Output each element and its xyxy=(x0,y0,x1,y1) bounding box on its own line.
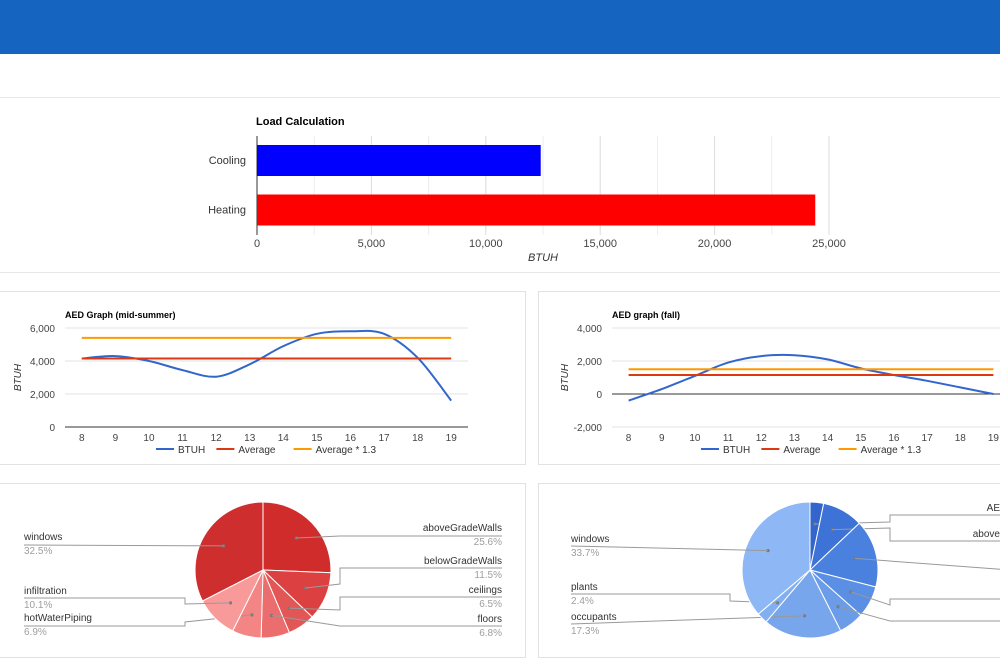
legend-label: Average xyxy=(783,445,821,456)
bar-heating xyxy=(257,194,816,226)
x-tick-label: 9 xyxy=(659,433,665,444)
slice-percent: 2.4% xyxy=(571,596,594,607)
slice-percent: 10.1% xyxy=(24,600,52,611)
slice-label: windows xyxy=(570,534,609,545)
x-tick-label: 13 xyxy=(789,433,801,444)
leader-line xyxy=(854,557,1000,570)
x-tick-label: 16 xyxy=(888,433,900,444)
slice-percent: 33.7% xyxy=(571,548,599,559)
slice-percent: 6.9% xyxy=(24,627,47,638)
x-tick-label: 19 xyxy=(988,433,1000,444)
leader-line xyxy=(296,535,502,539)
y-tick-label: 2,000 xyxy=(30,390,55,401)
legend-label: Average xyxy=(238,445,276,456)
app-header-bar xyxy=(0,0,1000,54)
slice-percent: 6.8% xyxy=(479,628,502,639)
chart-title: Load Calculation xyxy=(256,116,345,128)
y-tick-label: -2,000 xyxy=(574,423,603,434)
legend-label: Average * 1.3 xyxy=(861,445,922,456)
x-tick-label: 17 xyxy=(922,433,934,444)
slice-label: plants xyxy=(571,582,598,593)
slice-label: aboveGradeWalls xyxy=(423,523,502,534)
y-tick-label: 4,000 xyxy=(30,357,55,368)
y-tick-label: 4,000 xyxy=(577,324,602,335)
x-tick-label: 0 xyxy=(254,238,260,250)
y-tick-label: 2,000 xyxy=(577,357,602,368)
y-tick-label: 0 xyxy=(596,390,602,401)
divider xyxy=(0,97,1000,98)
x-tick-label: 12 xyxy=(756,433,768,444)
x-tick-label: 10 xyxy=(143,433,155,444)
bar-cooling xyxy=(257,145,541,176)
pie-slice-unlabeled xyxy=(809,522,879,588)
x-tick-label: 10,000 xyxy=(469,238,503,250)
leader-line xyxy=(23,544,224,547)
leader-line xyxy=(271,614,502,627)
legend-label: BTUH xyxy=(178,445,205,456)
pie-slice-occupants xyxy=(765,569,842,639)
y-axis-title: BTUH xyxy=(13,363,24,391)
chart-title: AED Graph (mid-summer) xyxy=(65,310,176,320)
x-tick-label: 5,000 xyxy=(358,238,386,250)
pie-slice-windows xyxy=(741,501,811,615)
x-tick-label: 8 xyxy=(79,433,85,444)
category-label: Cooling xyxy=(209,155,246,167)
slice-label: ceilings xyxy=(469,585,502,596)
chart-title: AED graph (fall) xyxy=(612,310,680,320)
slice-label: infiltration xyxy=(24,586,67,597)
leader-line xyxy=(24,597,231,605)
x-tick-label: 11 xyxy=(723,433,734,444)
x-tick-label: 15,000 xyxy=(583,238,617,250)
leader-line xyxy=(305,567,502,589)
x-tick-label: 14 xyxy=(822,433,834,444)
y-tick-label: 6,000 xyxy=(30,324,55,335)
slice-label: windows xyxy=(23,532,62,543)
slice-label: above xyxy=(973,529,1000,540)
x-tick-label: 17 xyxy=(378,433,390,444)
leader-line xyxy=(850,591,1000,606)
slice-label: occupants xyxy=(571,612,617,623)
slice-label: hotWaterPiping xyxy=(24,613,92,624)
x-tick-label: 10 xyxy=(689,433,701,444)
slice-label: belowGradeWalls xyxy=(424,556,502,567)
x-tick-label: 15 xyxy=(311,433,323,444)
leader-line xyxy=(289,596,502,611)
x-tick-label: 20,000 xyxy=(698,238,732,250)
pie-slice-windows xyxy=(194,501,264,602)
slice-percent: 6.5% xyxy=(479,599,502,610)
fall-card xyxy=(538,291,1000,465)
x-tick-label: 18 xyxy=(955,433,967,444)
legend-label: Average * 1.3 xyxy=(316,445,377,456)
x-tick-label: 15 xyxy=(855,433,867,444)
divider xyxy=(0,272,1000,273)
x-tick-label: 14 xyxy=(278,433,290,444)
slice-percent: 32.5% xyxy=(24,546,52,557)
slice-label: floors xyxy=(478,614,502,625)
summer-card xyxy=(0,291,526,465)
slice-percent: 11.5% xyxy=(474,570,502,581)
x-tick-label: 9 xyxy=(113,433,119,444)
slice-percent: 25.6% xyxy=(474,537,502,548)
x-tick-label: 25,000 xyxy=(812,238,846,250)
x-tick-label: 11 xyxy=(177,433,188,444)
series-line-btuh xyxy=(81,329,452,402)
x-tick-label: 12 xyxy=(211,433,223,444)
x-tick-label: 8 xyxy=(626,433,632,444)
x-tick-label: 18 xyxy=(412,433,424,444)
x-tick-label: 16 xyxy=(345,433,357,444)
y-tick-label: 0 xyxy=(49,423,55,434)
slice-percent: 17.3% xyxy=(571,626,599,637)
category-label: Heating xyxy=(208,205,246,217)
leader-line xyxy=(570,545,769,552)
x-tick-label: 19 xyxy=(446,433,458,444)
y-axis-title: BTUH xyxy=(560,363,571,391)
x-tick-label: 13 xyxy=(244,433,256,444)
leader-dot xyxy=(775,601,780,605)
series-line-btuh xyxy=(628,353,994,402)
legend-label: BTUH xyxy=(723,445,750,456)
x-axis-title: BTUH xyxy=(528,252,558,264)
leader-line xyxy=(838,606,1000,622)
slice-label: AE xyxy=(987,503,1000,514)
